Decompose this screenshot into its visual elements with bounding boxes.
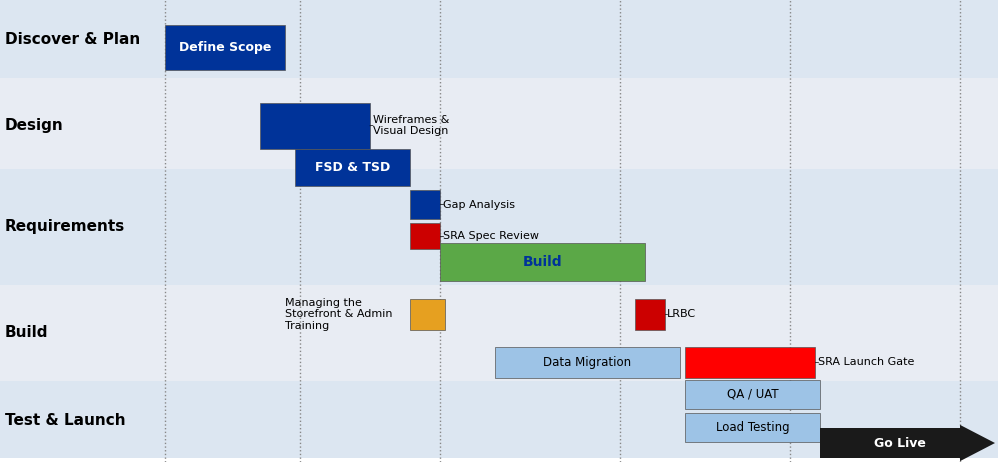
FancyBboxPatch shape [0,285,998,381]
Text: Load Testing: Load Testing [716,421,789,434]
FancyBboxPatch shape [410,223,440,249]
FancyBboxPatch shape [410,190,440,219]
FancyBboxPatch shape [165,25,285,70]
FancyBboxPatch shape [260,103,370,148]
FancyBboxPatch shape [495,346,680,378]
Text: Test & Launch: Test & Launch [5,413,126,428]
FancyBboxPatch shape [635,298,665,330]
FancyBboxPatch shape [0,0,998,79]
Text: LRBC: LRBC [667,310,697,319]
Text: Gap Analysis: Gap Analysis [443,200,515,210]
Text: FSD & TSD: FSD & TSD [315,161,390,174]
FancyBboxPatch shape [685,346,815,378]
FancyBboxPatch shape [410,298,445,330]
Text: Wireframes &
Visual Design: Wireframes & Visual Design [373,115,449,136]
FancyBboxPatch shape [0,79,998,169]
Text: Go Live: Go Live [874,437,926,450]
Polygon shape [960,425,995,461]
FancyBboxPatch shape [295,148,410,186]
Text: Managing the
Storefront & Admin
Training: Managing the Storefront & Admin Training [285,298,392,331]
Text: Build: Build [5,325,49,340]
Text: Define Scope: Define Scope [179,41,271,54]
Text: QA / UAT: QA / UAT [727,388,778,401]
FancyBboxPatch shape [820,428,960,458]
Text: Requirements: Requirements [5,219,126,234]
Text: SRA Spec Review: SRA Spec Review [443,231,539,241]
FancyBboxPatch shape [685,413,820,442]
FancyBboxPatch shape [0,169,998,285]
Text: Discover & Plan: Discover & Plan [5,32,141,47]
FancyBboxPatch shape [0,381,998,458]
FancyBboxPatch shape [685,379,820,409]
FancyBboxPatch shape [440,243,645,280]
Text: Data Migration: Data Migration [544,356,632,369]
Text: Design: Design [5,118,64,133]
Text: Build: Build [523,255,562,269]
Text: SRA Launch Gate: SRA Launch Gate [818,357,914,367]
